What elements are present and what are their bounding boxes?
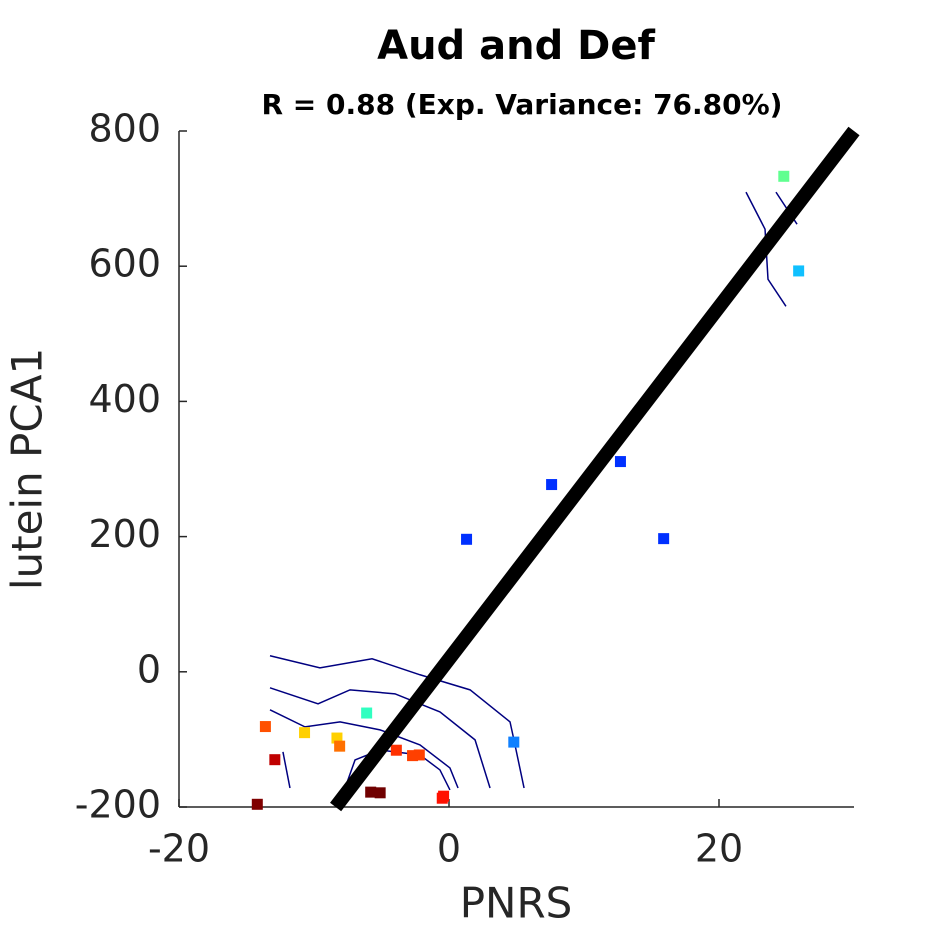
x-tick-label: -20 [148,827,210,871]
fit-line [330,126,860,812]
contour-line [282,751,291,789]
y-tick-label: 200 [88,512,161,556]
point [334,740,346,752]
point [374,787,386,799]
x-tick-label: 0 [437,827,461,871]
y-tick-label: 0 [137,647,161,691]
point [658,533,670,545]
point [269,754,281,766]
point [778,170,790,182]
y-tick-label: 800 [88,107,161,151]
point [413,749,425,761]
point [614,456,626,468]
point [461,533,473,545]
point [793,265,805,277]
point [331,732,343,744]
contour-line [269,687,491,789]
point [407,750,419,762]
point [299,727,311,739]
chart-title: Aud and Def [377,23,655,69]
point [365,786,377,798]
point [508,736,520,748]
y-tick-label: -200 [75,783,161,827]
point [259,721,271,733]
point [546,479,558,491]
point [436,792,448,804]
contour-line [269,709,459,789]
point [251,798,263,810]
point [390,744,402,756]
y-axis-label: lutein PCA1 [3,348,52,590]
point [361,707,373,719]
x-axis-label: PNRS [460,879,573,928]
x-tick-label: 20 [695,827,743,871]
chart-subtitle: R = 0.88 (Exp. Variance: 76.80%) [262,88,783,121]
y-tick-label: 600 [88,242,161,286]
y-tick-label: 400 [88,377,161,421]
